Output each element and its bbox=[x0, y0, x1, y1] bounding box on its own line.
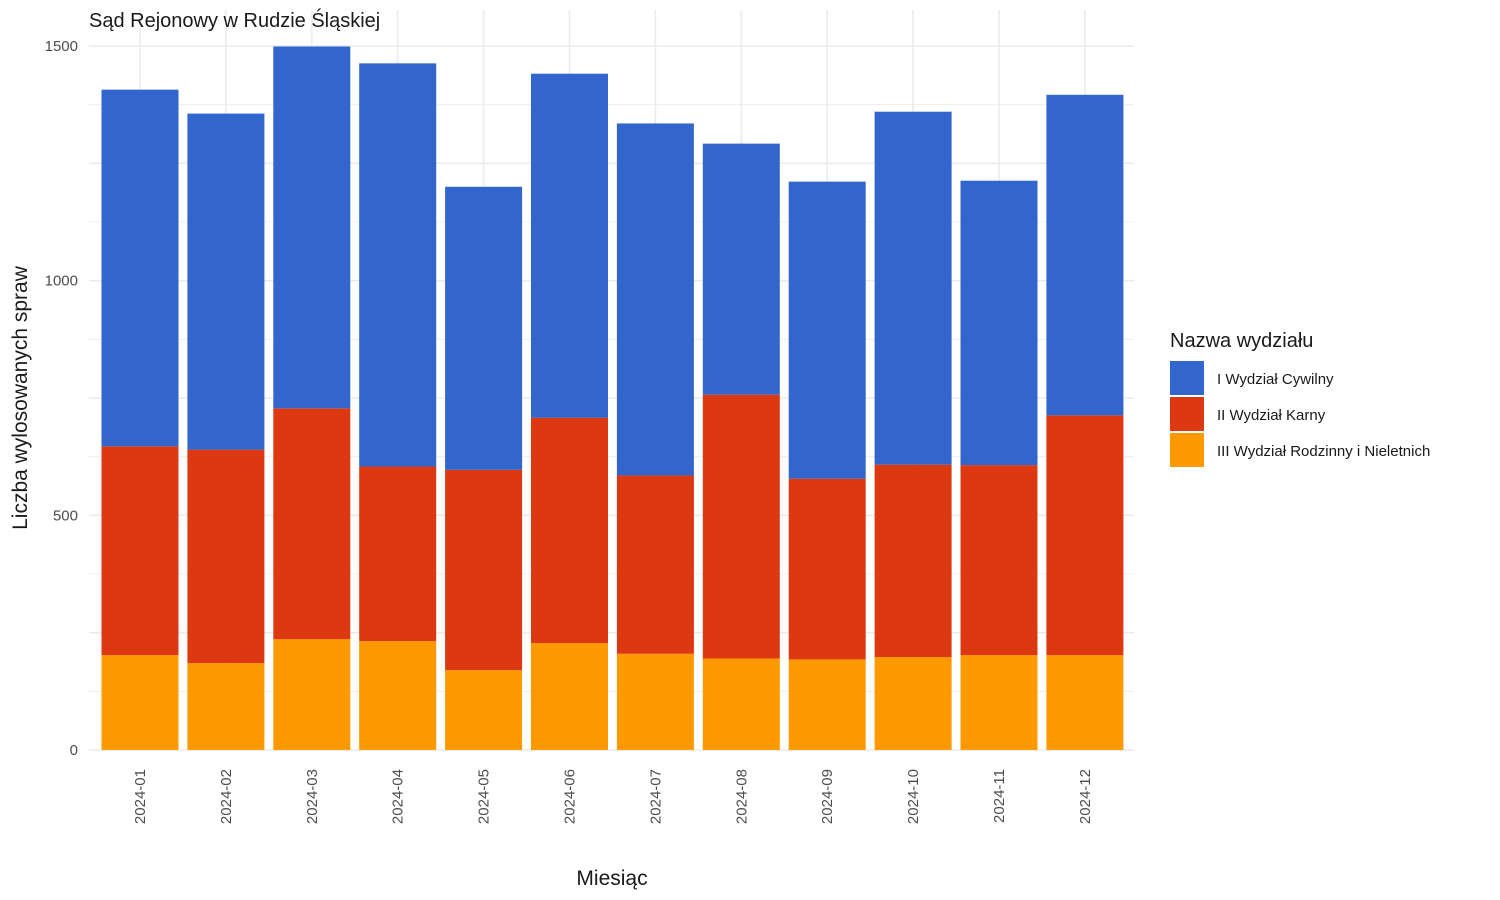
legend-label: III Wydział Rodzinny i Nieletnich bbox=[1217, 443, 1430, 460]
bar-segment bbox=[702, 394, 780, 659]
bar-segment bbox=[788, 478, 866, 660]
x-tick-label: 2024-01 bbox=[132, 769, 149, 824]
y-axis-ticks: 0 500 1000 1500 bbox=[45, 38, 78, 759]
bar-segment bbox=[531, 642, 608, 750]
bar-segment bbox=[874, 464, 952, 658]
legend-title: Nazwa wydziału bbox=[1170, 330, 1313, 352]
bar-segment bbox=[359, 466, 437, 642]
bar-segment bbox=[445, 469, 523, 671]
x-tick-label: 2024-03 bbox=[304, 769, 321, 824]
bar-segment bbox=[101, 446, 179, 656]
bar-segment bbox=[960, 180, 1038, 466]
bar-segment bbox=[960, 655, 1038, 750]
bar-segment bbox=[273, 46, 351, 409]
y-axis-title: Liczba wylosowanych spraw bbox=[9, 265, 32, 530]
bar-segment bbox=[1046, 415, 1124, 656]
legend-swatch bbox=[1170, 397, 1204, 431]
bar-segment bbox=[273, 408, 351, 640]
legend-label: I Wydział Cywilny bbox=[1217, 371, 1334, 388]
x-tick-label: 2024-08 bbox=[733, 769, 750, 824]
chart-title: Sąd Rejonowy w Rudzie Śląskiej bbox=[89, 8, 380, 32]
bar-segment bbox=[702, 143, 780, 395]
x-axis-ticks: 2024-01 2024-02 2024-03 2024-04 2024-05 2024-… bbox=[132, 769, 1094, 824]
bar-segment bbox=[616, 653, 694, 750]
x-tick-label: 2024-10 bbox=[905, 769, 922, 824]
x-axis-title: Miesiąc bbox=[576, 867, 647, 890]
bar-segment bbox=[1046, 94, 1124, 416]
bar-segment bbox=[101, 655, 179, 750]
bars bbox=[101, 46, 1124, 750]
bar-segment bbox=[874, 111, 952, 465]
legend-label: II Wydział Karny bbox=[1217, 407, 1326, 424]
bar-segment bbox=[702, 658, 780, 750]
bar-segment bbox=[616, 475, 694, 654]
bar-segment bbox=[359, 641, 437, 750]
x-tick-label: 2024-02 bbox=[218, 769, 235, 824]
bar-segment bbox=[187, 113, 265, 450]
x-tick-label: 2024-09 bbox=[819, 769, 836, 824]
y-tick-label: 1000 bbox=[45, 273, 78, 290]
bar-segment bbox=[788, 659, 866, 750]
bar-segment bbox=[187, 663, 265, 750]
y-tick-label: 1500 bbox=[45, 38, 78, 55]
y-tick-label: 500 bbox=[53, 507, 78, 524]
x-tick-label: 2024-04 bbox=[390, 769, 407, 824]
bar-segment bbox=[531, 73, 608, 418]
bar-segment bbox=[960, 465, 1038, 656]
bar-segment bbox=[273, 639, 351, 750]
bar-segment bbox=[359, 63, 437, 467]
bar-segment bbox=[101, 89, 179, 447]
x-tick-label: 2024-12 bbox=[1077, 769, 1094, 824]
bar-segment bbox=[616, 123, 694, 476]
legend-swatch bbox=[1170, 361, 1204, 395]
bar-segment bbox=[1046, 655, 1124, 750]
bar-segment bbox=[874, 657, 952, 750]
bar-segment bbox=[445, 186, 523, 470]
x-tick-label: 2024-06 bbox=[562, 769, 579, 824]
legend: Nazwa wydziału I Wydział Cywilny II Wydzi… bbox=[1170, 330, 1430, 467]
bar-segment bbox=[531, 417, 608, 643]
legend-swatch bbox=[1170, 433, 1204, 467]
bar-segment bbox=[788, 181, 866, 479]
bar-segment bbox=[445, 670, 523, 750]
y-tick-label: 0 bbox=[70, 742, 78, 759]
x-tick-label: 2024-11 bbox=[991, 769, 1008, 823]
bar-segment bbox=[187, 449, 265, 664]
x-tick-label: 2024-07 bbox=[647, 769, 664, 824]
x-tick-label: 2024-05 bbox=[476, 769, 493, 824]
